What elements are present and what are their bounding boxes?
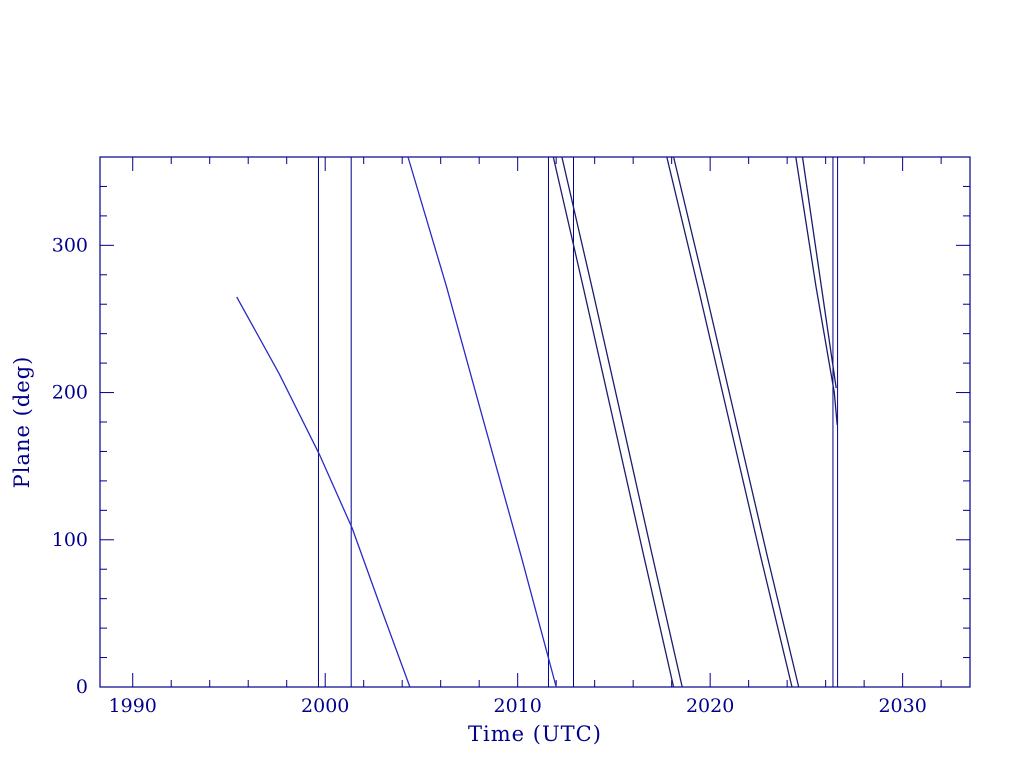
plane-wrap-5a xyxy=(795,156,838,425)
plane-wrap-4b xyxy=(672,156,800,688)
x-axis-title: Time (UTC) xyxy=(468,722,602,746)
x-tick-label: 2010 xyxy=(493,695,541,717)
plane-wrap-3b xyxy=(561,156,683,688)
y-axis-title: Plane (deg) xyxy=(10,355,34,489)
plane-wrap-5b xyxy=(801,156,837,389)
plane-wrap-2 xyxy=(407,156,557,688)
y-tick-label: 300 xyxy=(52,234,88,256)
plane-wrap-4a xyxy=(666,156,793,688)
x-tick-label: 2000 xyxy=(301,695,349,717)
y-tick-label: 200 xyxy=(52,382,88,404)
plane-wrap-1 xyxy=(236,296,411,688)
x-tick-label: 2020 xyxy=(686,695,734,717)
x-tick-label: 1990 xyxy=(109,695,157,717)
plane-wrap-3a xyxy=(552,156,675,688)
y-tick-label: 100 xyxy=(52,529,88,551)
x-tick-label: 2030 xyxy=(878,695,926,717)
y-tick-label: 0 xyxy=(76,676,88,698)
